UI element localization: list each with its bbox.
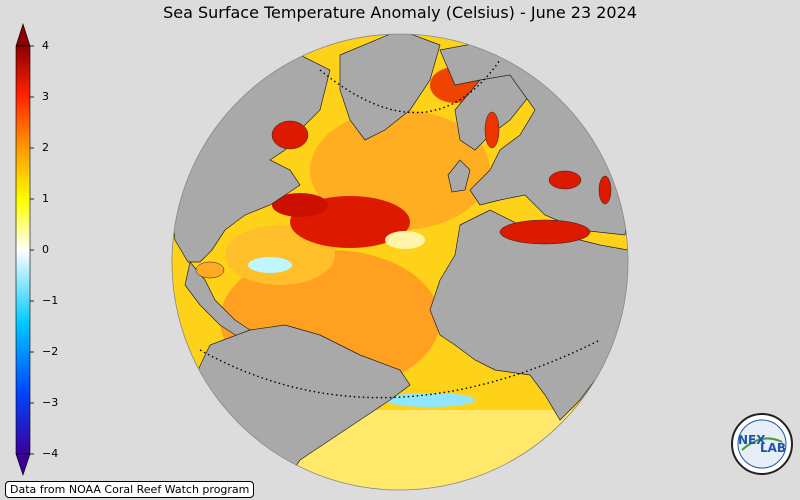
cool-anomaly-region (385, 231, 425, 249)
black-sea (548, 170, 582, 190)
british-isles-landmass (447, 159, 471, 193)
logo-text-left: NEX (738, 433, 766, 447)
colorbar-tick-label: 4 (42, 39, 49, 52)
antarctic-circle-line (199, 339, 601, 399)
colorbar-tick-label: 2 (42, 141, 49, 154)
colorbar-bottom-arrow (15, 453, 31, 476)
colorbar-tick-label: −1 (42, 294, 59, 307)
gulf-of-mexico (195, 261, 225, 279)
cool-anomaly-region (248, 257, 292, 273)
nexlab-logo: NEX LAB (731, 413, 793, 475)
baltic-sea (484, 111, 500, 149)
colorbar-tick-label: −3 (42, 396, 59, 409)
caspian-sea (598, 175, 612, 205)
mediterranean-sea (499, 219, 591, 245)
colorbar-tick-label: −4 (42, 447, 59, 460)
cool-anomaly-region (385, 393, 475, 407)
hot-anomaly-region (272, 193, 328, 217)
colorbar (15, 23, 34, 476)
logo-text-right: LAB (760, 441, 786, 455)
hudson-bay (271, 120, 309, 150)
colorbar-tick-label: −2 (42, 345, 59, 358)
colorbar-tick-label: 0 (42, 243, 49, 256)
data-attribution: Data from NOAA Coral Reef Watch program (5, 481, 255, 498)
globe-outline (171, 33, 629, 491)
map-title: Sea Surface Temperature Anomaly (Celsius… (163, 3, 637, 22)
colorbar-tick-label: 3 (42, 90, 49, 103)
colorbar-tick-label: 1 (42, 192, 49, 205)
greenland-landmass (339, 34, 441, 141)
